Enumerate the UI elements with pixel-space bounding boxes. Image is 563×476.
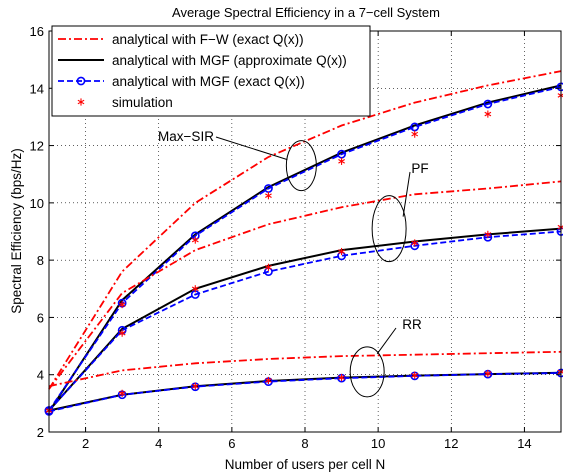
star-stroke	[118, 302, 126, 307]
annotation-rr: RR	[349, 317, 422, 398]
data-point-star	[484, 230, 492, 238]
data-point-star	[484, 369, 492, 378]
legend: analytical with F−W (exact Q(x)) analytic…	[51, 25, 371, 117]
legend-entry: analytical with MGF (exact Q(x))	[58, 74, 305, 89]
annotation-ellipse	[349, 346, 385, 398]
star-stroke	[338, 375, 345, 380]
annotation-callout-line	[215, 136, 288, 161]
x-tick-label: 2	[82, 436, 89, 451]
y-tick-label: 16	[30, 24, 44, 39]
annotation-ellipse	[371, 195, 407, 263]
star-stroke	[191, 286, 199, 292]
x-tick-label: 14	[517, 436, 531, 451]
star-stroke	[411, 131, 419, 137]
y-tick-label: 8	[37, 253, 44, 268]
series-line	[48, 180, 562, 390]
data-point-circle	[483, 99, 493, 109]
legend-label: simulation	[112, 95, 173, 110]
annotation-label: RR	[402, 317, 422, 332]
data-point-star	[411, 130, 419, 138]
data-point-star	[484, 110, 492, 118]
data-point-star	[118, 300, 126, 309]
star-stroke	[484, 232, 492, 237]
y-tick-label: 4	[37, 368, 44, 383]
x-tick-label: 8	[301, 436, 308, 451]
legend-label: analytical with F−W (exact Q(x))	[112, 32, 304, 47]
series-line	[48, 371, 562, 412]
annotation-label: PF	[411, 161, 428, 176]
data-point-star	[338, 247, 345, 256]
data-point-star	[265, 192, 272, 200]
y-tick-label: 14	[30, 81, 44, 96]
annotation-ellipse	[285, 140, 317, 192]
star-stroke	[484, 371, 492, 376]
star-stroke	[338, 159, 345, 164]
x-tick-label: 4	[155, 436, 162, 451]
star-stroke	[411, 240, 419, 246]
star-stroke	[265, 193, 272, 198]
data-point-star	[411, 239, 419, 247]
annotation-callout-line	[402, 171, 411, 217]
series-maxsir-1	[48, 84, 562, 413]
data-point-star	[265, 376, 272, 385]
series-line	[48, 84, 562, 413]
annotation-maxsir: Max−SIR	[158, 129, 317, 192]
annotation-pf: PF	[371, 161, 429, 263]
x-tick-label: 10	[371, 436, 385, 451]
series-pf-4	[48, 180, 562, 390]
plot-series	[44, 70, 563, 416]
series-line	[48, 230, 562, 412]
legend-entry: analytical with MGF (approximate Q(x))	[58, 53, 347, 68]
legend-entry: simulation	[77, 95, 173, 110]
legend-marker-star	[77, 98, 85, 106]
chart-title: Average Spectral Efficiency in a 7−cell …	[172, 5, 440, 20]
y-tick-label: 6	[37, 310, 44, 325]
star-stroke	[191, 237, 199, 243]
data-point-star	[191, 285, 199, 293]
series-pf-5	[48, 227, 562, 412]
legend-frame	[51, 25, 371, 117]
annotation-callout-line	[376, 327, 397, 355]
data-point-star	[191, 236, 199, 244]
data-point-star	[118, 389, 126, 397]
series-rr-8	[48, 350, 562, 388]
star-stroke	[411, 373, 419, 378]
data-point-star	[338, 373, 345, 382]
y-tick-label: 10	[30, 196, 44, 211]
data-point-star	[411, 371, 419, 379]
annotations: Max−SIR PF RR	[158, 129, 429, 398]
series-line	[48, 227, 562, 412]
y-tick-label: 12	[30, 139, 44, 154]
data-point-star	[191, 382, 199, 390]
star-stroke	[338, 249, 345, 254]
annotation-label: Max−SIR	[158, 129, 214, 144]
legend-label: analytical with MGF (approximate Q(x))	[112, 53, 347, 68]
data-point-star	[118, 329, 126, 337]
data-point-star	[265, 263, 272, 271]
x-tick-label: 6	[228, 436, 235, 451]
series-line	[48, 350, 562, 388]
x-axis-label: Number of users per cell N	[225, 457, 386, 472]
x-tick-label: 12	[444, 436, 458, 451]
star-stroke	[265, 265, 272, 270]
star-stroke	[77, 99, 85, 105]
series-rr-9	[48, 371, 562, 412]
y-axis-label: Spectral Efficiency (bps/Hz)	[9, 148, 24, 314]
star-stroke	[265, 378, 272, 383]
star-stroke	[484, 111, 492, 117]
legend-marker-circle	[76, 76, 86, 86]
series-line	[48, 86, 562, 412]
legend-entry: analytical with F−W (exact Q(x))	[58, 32, 304, 47]
star-stroke	[191, 383, 199, 389]
data-point-star	[338, 157, 345, 165]
legend-box: analytical with F−W (exact Q(x)) analytic…	[51, 25, 371, 117]
legend-label: analytical with MGF (exact Q(x))	[112, 74, 305, 89]
star-stroke	[118, 330, 126, 336]
star-stroke	[118, 391, 126, 396]
axis-ticks: 2 4 6 8 10 12 14 2 4 6 8 10 12 14 16	[30, 24, 561, 451]
y-tick-label: 2	[37, 425, 44, 440]
